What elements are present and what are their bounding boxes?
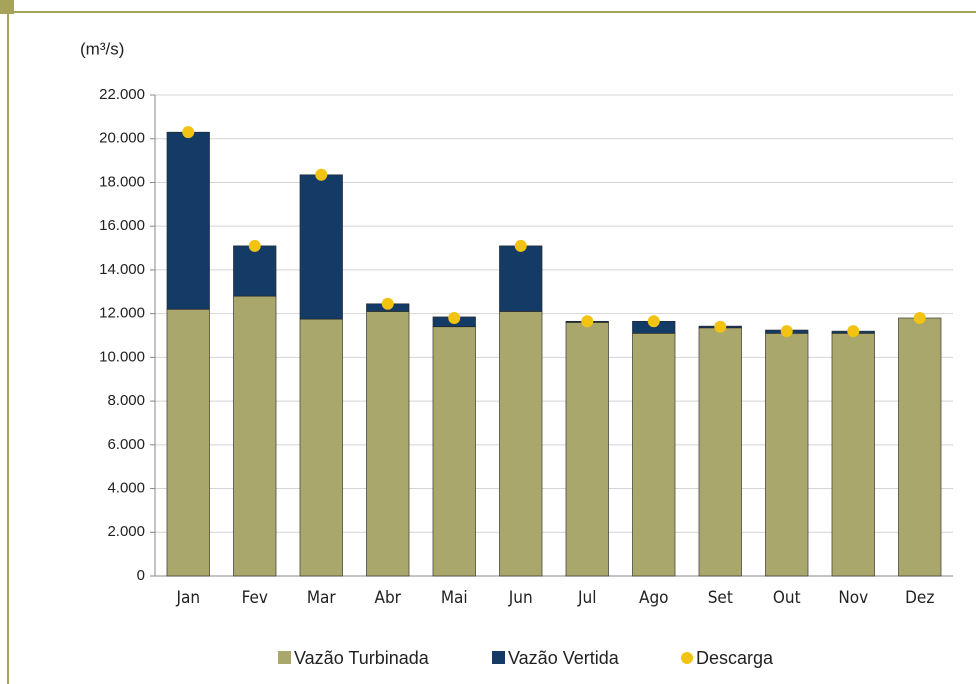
point (647, 315, 660, 328)
point (514, 239, 527, 252)
y-tick-label: 8.000 (107, 392, 145, 409)
y-axis-label: (m³/s) (80, 39, 124, 58)
bar (166, 308, 210, 577)
x-tick-label: Out (773, 588, 801, 608)
y-tick-label: 6.000 (107, 436, 145, 453)
y-tick-label: 18.000 (99, 173, 145, 190)
bar (499, 311, 543, 577)
legend-marker (492, 651, 505, 664)
y-tick-label: 4.000 (107, 480, 145, 497)
bar (299, 174, 343, 320)
y-tick-label: 20.000 (99, 130, 145, 147)
x-tick-label: Nov (838, 588, 868, 608)
x-tick-label: Set (708, 588, 733, 608)
legend-label: Vazão Vertida (508, 648, 620, 668)
x-tick-label: Ago (639, 588, 669, 608)
x-tick-label: Jun (508, 588, 533, 608)
y-tick-label: 12.000 (99, 305, 145, 322)
point (780, 325, 793, 338)
x-tick-label: Dez (905, 588, 934, 608)
x-tick-label: Jan (175, 588, 200, 608)
point (847, 325, 860, 338)
bar (366, 311, 410, 577)
y-tick-label: 14.000 (99, 261, 145, 278)
point (182, 126, 195, 139)
point (714, 320, 727, 333)
y-tick-label: 0 (137, 567, 145, 584)
bar (565, 322, 609, 577)
y-tick-label: 16.000 (99, 217, 145, 234)
bar (499, 245, 543, 312)
y-tick-label: 10.000 (99, 348, 145, 365)
point (581, 315, 594, 328)
bar (166, 131, 210, 310)
bar (233, 245, 277, 297)
bar (765, 333, 809, 577)
legend-marker (681, 652, 693, 664)
point (448, 312, 461, 325)
bar (698, 327, 742, 577)
y-tick-label: 22.000 (99, 86, 145, 103)
bar (632, 333, 676, 577)
bar (831, 333, 875, 577)
point (248, 239, 261, 252)
legend-marker (278, 651, 291, 664)
bar (233, 295, 277, 577)
point (381, 297, 394, 310)
bar (898, 317, 942, 577)
x-tick-label: Fev (242, 588, 268, 608)
y-tick-label: 2.000 (107, 523, 145, 540)
bar (299, 318, 343, 577)
corner-marker (0, 0, 14, 14)
bar (432, 326, 476, 577)
point (315, 168, 328, 181)
x-tick-label: Mar (307, 588, 337, 608)
x-tick-label: Abr (375, 588, 402, 608)
x-tick-label: Jul (577, 588, 596, 608)
x-tick-label: Mai (441, 588, 468, 608)
point (913, 312, 926, 325)
legend-label: Vazão Turbinada (294, 648, 430, 668)
legend-label: Descarga (696, 648, 774, 668)
